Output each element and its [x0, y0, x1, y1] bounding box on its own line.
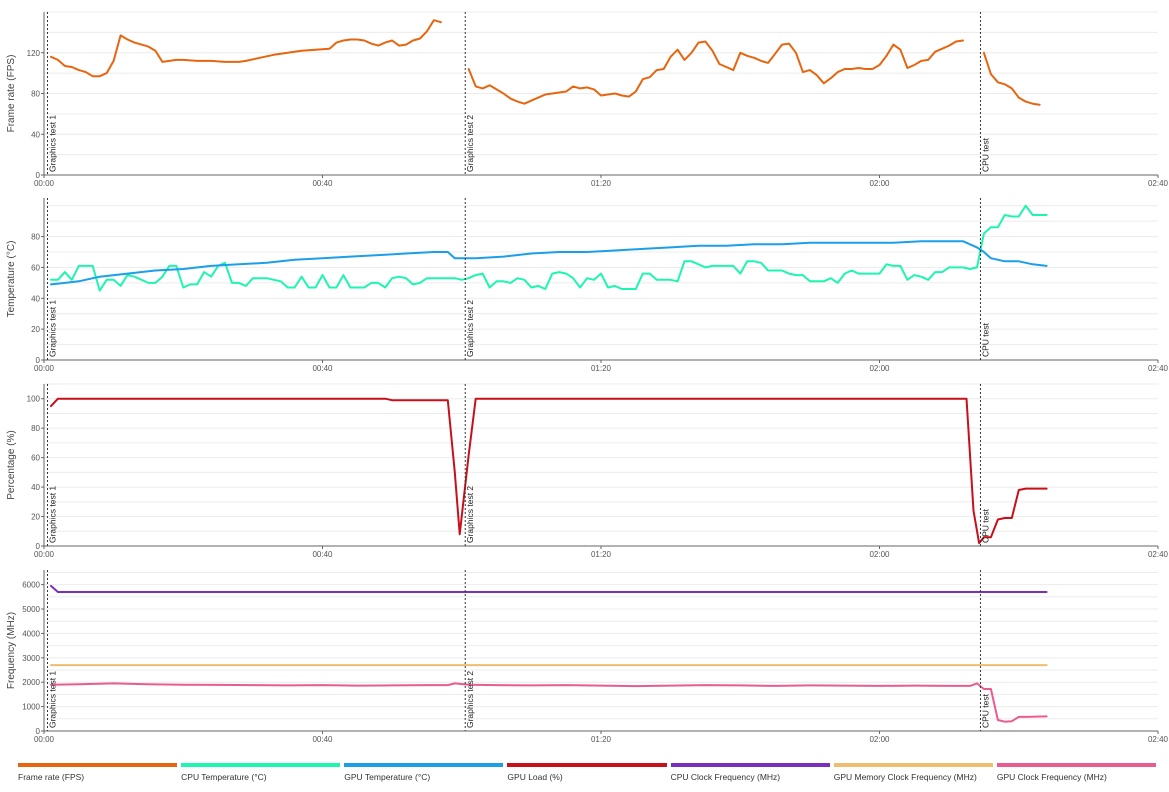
y-axis-label: Temperature (°C) [6, 241, 17, 318]
x-tick-label: 01:20 [591, 364, 612, 373]
x-tick-label: 02:40 [1148, 735, 1169, 744]
legend-item[interactable]: GPU Temperature (°C) [344, 760, 504, 788]
x-tick-label: 02:00 [869, 179, 890, 188]
x-tick-label: 00:00 [34, 550, 55, 559]
y-tick-label: 0 [36, 171, 41, 180]
panel-3: 0 1000 2000 3000 4000 5000 6000 00:00 00:40 01:20… [6, 570, 1169, 744]
marker-label: Graphics test 1 [47, 486, 57, 543]
y-tick-label: 20 [31, 513, 40, 522]
y-tick-label: 0 [36, 727, 41, 736]
y-tick-label: 1000 [22, 703, 40, 712]
marker-label: Graphics test 1 [47, 671, 57, 728]
y-tick-label: 0 [36, 542, 41, 551]
y-tick-label: 120 [27, 49, 41, 58]
legend-swatch [181, 763, 341, 767]
y-tick-label: 3000 [22, 654, 40, 663]
panel-2: 0 20 40 60 80 100 00:00 00:40 01:20 02:00 02:40 Per… [6, 383, 1169, 559]
series-line-4-seg-0 [50, 584, 1048, 593]
x-tick-label: 02:40 [1148, 364, 1169, 373]
legend-label: Frame rate (FPS) [18, 772, 85, 782]
x-tick-label: 00:40 [312, 364, 333, 373]
legend-item[interactable]: CPU Temperature (°C) [181, 760, 341, 788]
legend-swatch [670, 763, 830, 767]
x-tick-label: 00:40 [312, 735, 333, 744]
chart-svg: 0 40 80 120 00:00 00:40 01:20 02:00 02:40 Frame r… [6, 11, 1169, 744]
x-tick-label: 01:20 [591, 735, 612, 744]
marker-label: CPU test [980, 322, 990, 357]
x-tick-label: 02:00 [869, 735, 890, 744]
panel-0: 0 40 80 120 00:00 00:40 01:20 02:00 02:40 Frame r… [6, 11, 1169, 188]
y-tick-label: 20 [31, 325, 40, 334]
legend-item[interactable]: Frame rate (FPS) [18, 760, 178, 788]
legend-label: GPU Memory Clock Frequency (MHz) [833, 772, 977, 782]
series-line-1-seg-0 [50, 204, 1048, 292]
x-tick-label: 00:00 [34, 364, 55, 373]
y-tick-label: 100 [27, 395, 41, 404]
x-tick-label: 02:00 [869, 364, 890, 373]
series-line-6-seg-0 [50, 682, 1048, 723]
x-tick-label: 01:20 [591, 179, 612, 188]
y-tick-label: 60 [31, 454, 40, 463]
x-tick-label: 00:40 [312, 179, 333, 188]
legend-label: CPU Temperature (°C) [181, 772, 267, 782]
legend-swatch [996, 763, 1156, 767]
x-tick-label: 02:40 [1148, 179, 1169, 188]
marker-label: Graphics test 2 [465, 115, 475, 172]
x-tick-label: 00:00 [34, 735, 55, 744]
series-line-0-seg-1 [467, 39, 964, 105]
series-line-3-seg-0 [50, 397, 1048, 545]
legend-swatch [507, 763, 667, 767]
y-axis-label: Percentage (%) [6, 430, 17, 499]
y-axis-label: Frequency (MHz) [6, 612, 17, 689]
y-tick-label: 6000 [22, 581, 40, 590]
x-tick-label: 02:00 [869, 550, 890, 559]
marker-label: CPU test [980, 137, 990, 172]
series-line-0-seg-0 [50, 19, 442, 78]
y-tick-label: 60 [31, 263, 40, 272]
y-tick-label: 4000 [22, 629, 40, 638]
panel-1: 0 20 40 60 80 00:00 00:40 01:20 02:00 02:40 Temper… [6, 198, 1169, 373]
y-tick-label: 80 [31, 90, 40, 99]
legend: Frame rate (FPS) CPU Temperature (°C) GPU … [18, 760, 1160, 788]
legend-label: GPU Load (%) [507, 772, 563, 782]
marker-label: CPU test [980, 508, 990, 543]
y-tick-label: 5000 [22, 605, 40, 614]
legend-swatch [344, 763, 504, 767]
legend-swatch [833, 763, 993, 767]
legend-item[interactable]: GPU Load (%) [507, 760, 667, 788]
y-tick-label: 40 [31, 483, 40, 492]
x-tick-label: 02:40 [1148, 550, 1169, 559]
legend-item[interactable]: GPU Clock Frequency (MHz) [996, 760, 1156, 788]
y-tick-label: 80 [31, 233, 40, 242]
x-tick-label: 00:00 [34, 179, 55, 188]
series-line-0-seg-2 [982, 51, 1041, 106]
legend-label: GPU Temperature (°C) [344, 772, 431, 782]
x-tick-label: 01:20 [591, 550, 612, 559]
marker-label: Graphics test 2 [465, 300, 475, 357]
y-axis-label: Frame rate (FPS) [6, 55, 17, 133]
y-tick-label: 40 [31, 294, 40, 303]
legend-swatch [18, 763, 178, 767]
y-tick-label: 0 [36, 356, 41, 365]
marker-label: Graphics test 2 [465, 671, 475, 728]
legend-label: CPU Clock Frequency (MHz) [670, 772, 781, 782]
y-tick-label: 40 [31, 130, 40, 139]
marker-label: Graphics test 1 [47, 115, 57, 172]
marker-label: Graphics test 2 [465, 486, 475, 543]
legend-label: GPU Clock Frequency (MHz) [996, 772, 1107, 782]
legend-item[interactable]: CPU Clock Frequency (MHz) [670, 760, 830, 788]
legend-item[interactable]: GPU Memory Clock Frequency (MHz) [833, 760, 993, 788]
y-tick-label: 80 [31, 424, 40, 433]
series-line-2-seg-0 [50, 240, 1048, 286]
marker-label: Graphics test 1 [47, 300, 57, 357]
y-tick-label: 2000 [22, 678, 40, 687]
marker-label: CPU test [980, 693, 990, 728]
x-tick-label: 00:40 [312, 550, 333, 559]
